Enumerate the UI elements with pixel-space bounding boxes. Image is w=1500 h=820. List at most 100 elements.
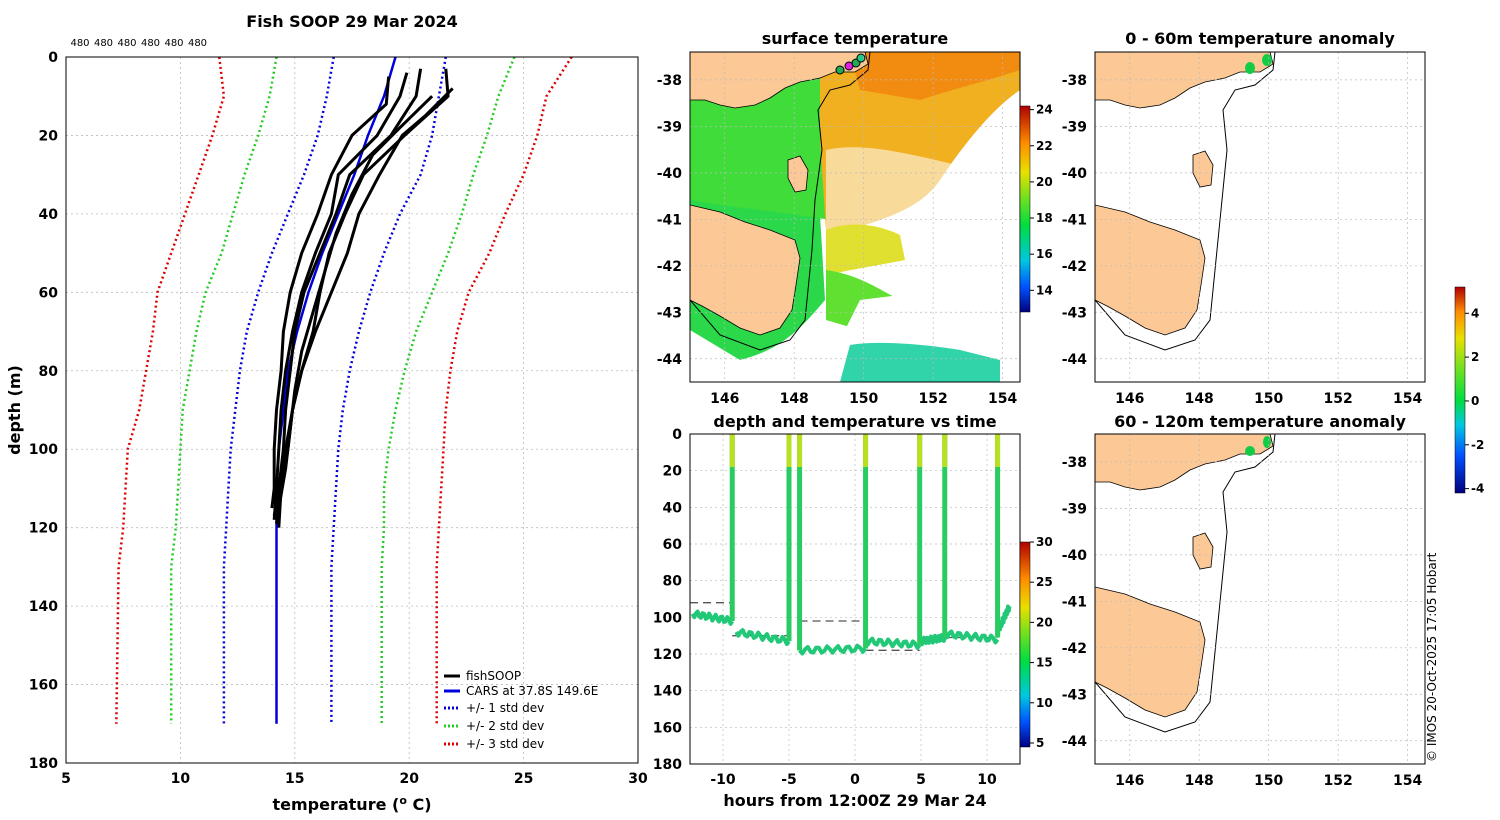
anom1-axes-box <box>1094 51 1426 383</box>
profile-ytick-label: 40 <box>39 207 59 223</box>
map-lat-label: -38 <box>1062 455 1087 471</box>
profile-ytick-label: 60 <box>39 285 59 301</box>
anom1-grid <box>1095 52 1425 382</box>
map-lat-label: -41 <box>1062 594 1087 610</box>
profile-line--2-std <box>380 56 516 724</box>
map-lon-label: 150 <box>849 391 878 407</box>
anom1-land-tasmania <box>1095 204 1206 336</box>
sst-yellow-band <box>826 224 905 275</box>
profile-ytick-label: 120 <box>29 521 58 537</box>
profile-xtick-label: 30 <box>628 771 648 787</box>
depthtime-colorbar-ticks: 5 10 15 20 25 30 <box>1030 535 1053 750</box>
map-lat-label: -40 <box>1062 166 1088 182</box>
colorbar-tick-label: 2 <box>1471 350 1479 364</box>
legend-item-sd3: +/- 3 std dev <box>466 737 544 751</box>
depthtime-ytick-label: 140 <box>653 684 682 700</box>
anom2-patch <box>1245 446 1255 456</box>
depthtime-title: depth and temperature vs time <box>713 412 996 431</box>
profile-ytick-label: 20 <box>39 128 59 144</box>
profile-ytick-label: 160 <box>29 678 58 694</box>
sst-land-tasmania <box>690 204 801 336</box>
map-lon-label: 150 <box>1254 773 1283 789</box>
colorbar-tick-label: -2 <box>1471 438 1484 452</box>
profile-ytick-label: 140 <box>29 599 58 615</box>
profile-xtick-label: 20 <box>399 771 419 787</box>
anom2-panel: 60 - 120m temperature anomaly 146 148 150 1… <box>1062 286 1484 789</box>
colorbar-tick-label: 14 <box>1036 283 1053 297</box>
map-lat-label: -43 <box>1062 687 1087 703</box>
depthtime-xtick-label: -10 <box>710 772 736 788</box>
depthtime-bottom-trace <box>798 643 868 656</box>
profile-xtick-label: 10 <box>171 771 191 787</box>
profile-top-label: 480 <box>94 38 113 49</box>
depthtime-ytick-label: 180 <box>653 757 682 773</box>
profile-line--2-std <box>169 56 278 724</box>
anom1-patch <box>1262 54 1272 66</box>
profile-line-fish5 <box>270 76 391 509</box>
colorbar-tick-label: 20 <box>1036 615 1053 629</box>
colorbar-tick-label: 5 <box>1036 736 1044 750</box>
depthtime-xtick-label: -5 <box>781 772 797 788</box>
colorbar-tick-label: 22 <box>1036 139 1053 153</box>
colorbar-tick-label: 4 <box>1471 306 1479 320</box>
anom-colorbar <box>1454 286 1466 494</box>
anom1-land-victoria <box>1095 52 1274 109</box>
depthtime-ytick-label: 160 <box>653 720 682 736</box>
sst-vessel-track <box>835 53 866 75</box>
anom1-ticks: 146 148 150 152 154 -38 -39 -40 -41 -42 -43 -44 <box>1062 73 1423 407</box>
map-lon-label: 152 <box>1324 773 1353 789</box>
sst-colorbar-ticks: 14 16 18 20 22 24 <box>1030 103 1053 297</box>
depthtime-ytick-label: 120 <box>653 647 682 663</box>
profile-xtick-label: 15 <box>285 771 304 787</box>
map-lat-label: -42 <box>1062 641 1087 657</box>
profile-xtick-label: 5 <box>61 771 71 787</box>
colorbar-tick-label: 0 <box>1471 394 1479 408</box>
profile-top-label: 480 <box>164 38 183 49</box>
profile-xtick-label: 25 <box>514 771 533 787</box>
anom2-ticks: 146 148 150 152 154 -38 -39 -40 -41 -42 -43 -44 <box>1062 455 1423 789</box>
depthtime-grid <box>690 433 1020 765</box>
map-lat-label: -39 <box>1062 119 1087 135</box>
profile-ytick-label: 0 <box>48 50 58 66</box>
map-lon-label: 146 <box>710 391 739 407</box>
sst-map-panel: surface temperature <box>657 29 1053 407</box>
map-lon-label: 148 <box>1185 773 1214 789</box>
map-lat-label: -40 <box>1062 548 1088 564</box>
sst-grid <box>690 52 1020 382</box>
profile-legend: fishSOOP CARS at 37.8S 149.6E +/- 1 std … <box>444 669 598 751</box>
sst-cool-patch <box>840 342 1000 382</box>
depthtime-panel: depth and temperature vs time -10 -5 0 5 100… <box>653 412 1053 810</box>
colorbar-tick-label: 25 <box>1036 575 1053 589</box>
profile-top-label: 480 <box>70 38 89 49</box>
profile-ticks: 5 10 15 20 25 30 0 20 40 60 80 100 120 140 160 180 <box>29 50 648 787</box>
profile-line--3-std <box>115 56 226 724</box>
map-lon-label: 154 <box>1393 773 1422 789</box>
sst-land-victoria <box>690 52 869 109</box>
sst-track-point <box>856 53 866 63</box>
depthtime-bottom-trace <box>943 629 1000 645</box>
depthtime-series <box>690 434 1012 656</box>
anom1-title: 0 - 60m temperature anomaly <box>1125 29 1395 48</box>
map-lat-label: -40 <box>657 166 683 182</box>
map-lon-label: 150 <box>1254 391 1283 407</box>
anom2-shelf-contour <box>1095 434 1276 733</box>
map-lat-label: -39 <box>657 119 682 135</box>
depthtime-xlabel: hours from 12:00Z 29 Mar 24 <box>723 791 986 810</box>
profile-axes-box <box>65 56 639 764</box>
sst-ticks: 146 148 150 152 154 -38 -39 -40 -41 -42 -43 -44 <box>657 73 1018 407</box>
profile-ytick-label: 180 <box>29 756 58 772</box>
depthtime-ytick-label: 20 <box>663 464 683 480</box>
anom-colorbar-ticks: -4 -2 0 2 4 <box>1465 306 1484 496</box>
depthtime-ytick-label: 0 <box>672 427 682 443</box>
legend-item-cars: CARS at 37.8S 149.6E <box>466 684 598 698</box>
sst-hot-core <box>850 52 1020 100</box>
profile-title: Fish SOOP 29 Mar 2024 <box>246 12 457 31</box>
map-lat-label: -42 <box>1062 259 1087 275</box>
map-lat-label: -42 <box>657 259 682 275</box>
map-lat-label: -41 <box>657 212 682 228</box>
colorbar-tick-label: 15 <box>1036 656 1053 670</box>
sst-track-point <box>835 65 845 75</box>
colorbar-tick-label: 10 <box>1036 696 1053 710</box>
depthtime-bottom-trace <box>734 628 791 646</box>
